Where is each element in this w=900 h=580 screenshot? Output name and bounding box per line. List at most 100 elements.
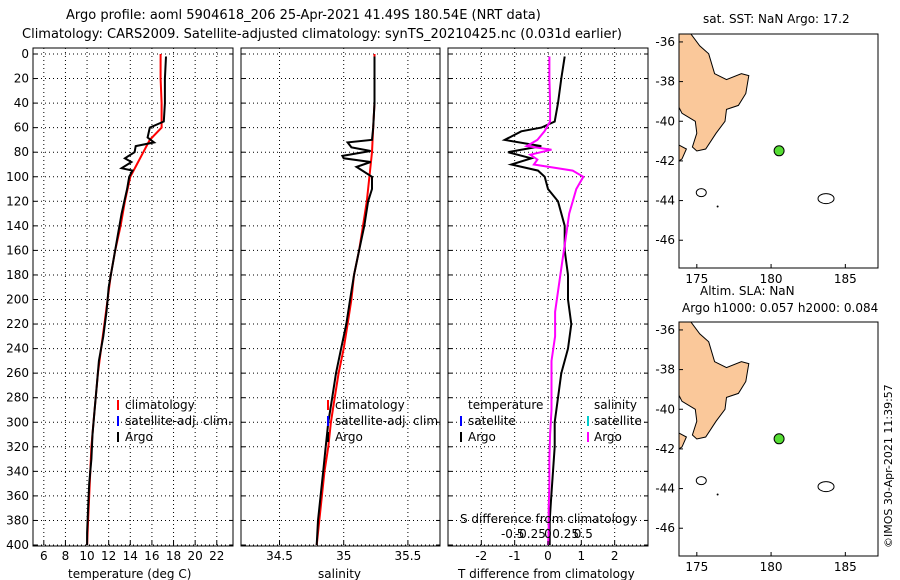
legend-s-argo-swatch xyxy=(587,432,589,442)
series-s-argo xyxy=(523,56,585,546)
legend-climatology-swatch xyxy=(327,400,329,410)
legend-satellite: satellite-adj. clim. xyxy=(335,414,442,428)
map-y-tick-label: -38 xyxy=(655,75,675,89)
x-tick-label: 1 xyxy=(578,549,586,563)
depth-tick-label: 360 xyxy=(6,489,29,503)
land-north-island xyxy=(678,33,750,152)
island-dot xyxy=(716,493,719,496)
depth-tick-label: 40 xyxy=(14,96,29,110)
depth-tick-label: 400 xyxy=(6,538,29,552)
map-top-title: sat. SST: NaN Argo: 17.2 xyxy=(703,12,850,26)
map-y-tick-label: -36 xyxy=(655,323,675,337)
legend-temperature-title: temperature xyxy=(468,398,543,412)
island-outline xyxy=(695,188,707,198)
x-tick-label: 18 xyxy=(166,549,181,563)
legend-s-satellite-swatch xyxy=(587,416,589,426)
temperature-legend: climatology satellite-adj. clim. Argo xyxy=(117,398,232,444)
temperature-panel: 0 20 40 60 80 100 120 140 160 180 200 220 240 260 280 3… xyxy=(6,47,234,580)
depth-tick-label: 60 xyxy=(14,121,29,135)
x-tick-label: 12 xyxy=(101,549,116,563)
legend-satellite-swatch xyxy=(327,416,329,426)
x-tick-label: 20 xyxy=(188,549,203,563)
island-outline xyxy=(695,476,707,486)
s-tick-label: -0.25 xyxy=(515,527,546,541)
legend-argo: Argo xyxy=(125,430,153,444)
depth-tick-label: 380 xyxy=(6,513,29,527)
x-tick-label: 22 xyxy=(209,549,224,563)
map-x-tick-label: 180 xyxy=(760,272,783,286)
map-y-tick-label: -36 xyxy=(655,35,675,49)
island-outline xyxy=(817,193,835,205)
legend-t-argo-swatch xyxy=(460,432,462,442)
depth-tick-label: 260 xyxy=(6,366,29,380)
temperature-plot-frame xyxy=(32,47,234,547)
legend-climatology-swatch xyxy=(117,400,119,410)
x-tick-label: 35.5 xyxy=(395,549,422,563)
temperature-xlabel: temperature (deg C) xyxy=(68,567,191,580)
depth-tick-label: 120 xyxy=(6,194,29,208)
x-tick-label: -2 xyxy=(475,549,487,563)
x-tick-label: 6 xyxy=(40,549,48,563)
depth-tick-label: 280 xyxy=(6,391,29,405)
series-t-argo xyxy=(501,56,573,545)
depth-tick-label: 340 xyxy=(6,464,29,478)
argo-float-marker xyxy=(773,145,785,157)
depth-tick-label: 80 xyxy=(14,145,29,159)
legend-argo: Argo xyxy=(335,430,363,444)
land-south-island xyxy=(678,432,688,450)
series-argo xyxy=(315,56,376,546)
depth-tick-label: 100 xyxy=(6,170,29,184)
series-argo xyxy=(86,56,167,545)
map-top-xlabel: Altim. SLA: NaN xyxy=(700,284,795,298)
s-tick-label: -0.5 xyxy=(501,527,524,541)
map-y-tick-label: -46 xyxy=(655,521,675,535)
x-tick-label: 14 xyxy=(123,549,138,563)
difference-xlabel: T difference from climatology xyxy=(457,567,635,580)
depth-tick-label: 300 xyxy=(6,415,29,429)
x-tick-label: 2 xyxy=(611,549,619,563)
map-y-tick-label: -46 xyxy=(655,233,675,247)
depth-tick-label: 0 xyxy=(21,47,29,61)
island-outline xyxy=(817,481,835,493)
credit-text: ©IMOS 30-Apr-2021 11:39:57 xyxy=(882,384,895,548)
depth-tick-label: 160 xyxy=(6,243,29,257)
difference-panel: -2 -1 0 1 2-0.5-0.250 0.250.5 T difference fr… xyxy=(447,47,649,580)
s-tick-label: 0.25 xyxy=(552,527,579,541)
map-y-tick-label: -42 xyxy=(655,442,675,456)
map-bottom: 175 180 185 -36 -38 -40 -42 -44 -46 xyxy=(655,321,879,574)
x-tick-label: 34.5 xyxy=(266,549,293,563)
x-tick-label: 16 xyxy=(144,549,159,563)
map-bottom-title: Argo h1000: 0.057 h2000: 0.084 xyxy=(682,301,878,315)
depth-tick-label: 20 xyxy=(14,72,29,86)
map-x-tick-label: 180 xyxy=(760,560,783,574)
x-tick-label: 8 xyxy=(62,549,70,563)
salinity-plot-frame xyxy=(240,47,441,547)
map-y-tick-label: -42 xyxy=(655,154,675,168)
x-tick-label: 10 xyxy=(79,549,94,563)
legend-satellite: satellite-adj. clim. xyxy=(125,414,232,428)
x-tick-label: 35 xyxy=(336,549,351,563)
map-y-tick-label: -44 xyxy=(655,194,675,208)
map-x-tick-label: 185 xyxy=(834,560,857,574)
difference-top-xlabel: S difference from climatology xyxy=(460,512,637,526)
map-top: 175 180 185 -36 -38 -40 -42 -44 -46 xyxy=(655,33,879,286)
depth-tick-label: 200 xyxy=(6,293,29,307)
legend-climatology: climatology xyxy=(125,398,195,412)
salinity-xlabel: salinity xyxy=(318,567,361,580)
legend-salinity-title: salinity xyxy=(594,398,637,412)
header-line1: Argo profile: aoml 5904618_206 25-Apr-20… xyxy=(66,8,541,23)
island-dot xyxy=(716,205,719,208)
legend-t-argo: Argo xyxy=(468,430,496,444)
depth-tick-label: 180 xyxy=(6,268,29,282)
legend-t-satellite: satellite xyxy=(468,414,516,428)
x-tick-label: 0 xyxy=(544,549,552,563)
map-y-tick-label: -38 xyxy=(655,363,675,377)
s-tick-label: 0 xyxy=(544,527,552,541)
legend-s-satellite: satellite xyxy=(594,414,642,428)
argo-float-marker xyxy=(773,433,785,445)
legend-climatology: climatology xyxy=(335,398,405,412)
header-line2: Climatology: CARS2009. Satellite-adjuste… xyxy=(22,27,622,42)
depth-tick-label: 220 xyxy=(6,317,29,331)
map-x-tick-label: 185 xyxy=(834,272,857,286)
